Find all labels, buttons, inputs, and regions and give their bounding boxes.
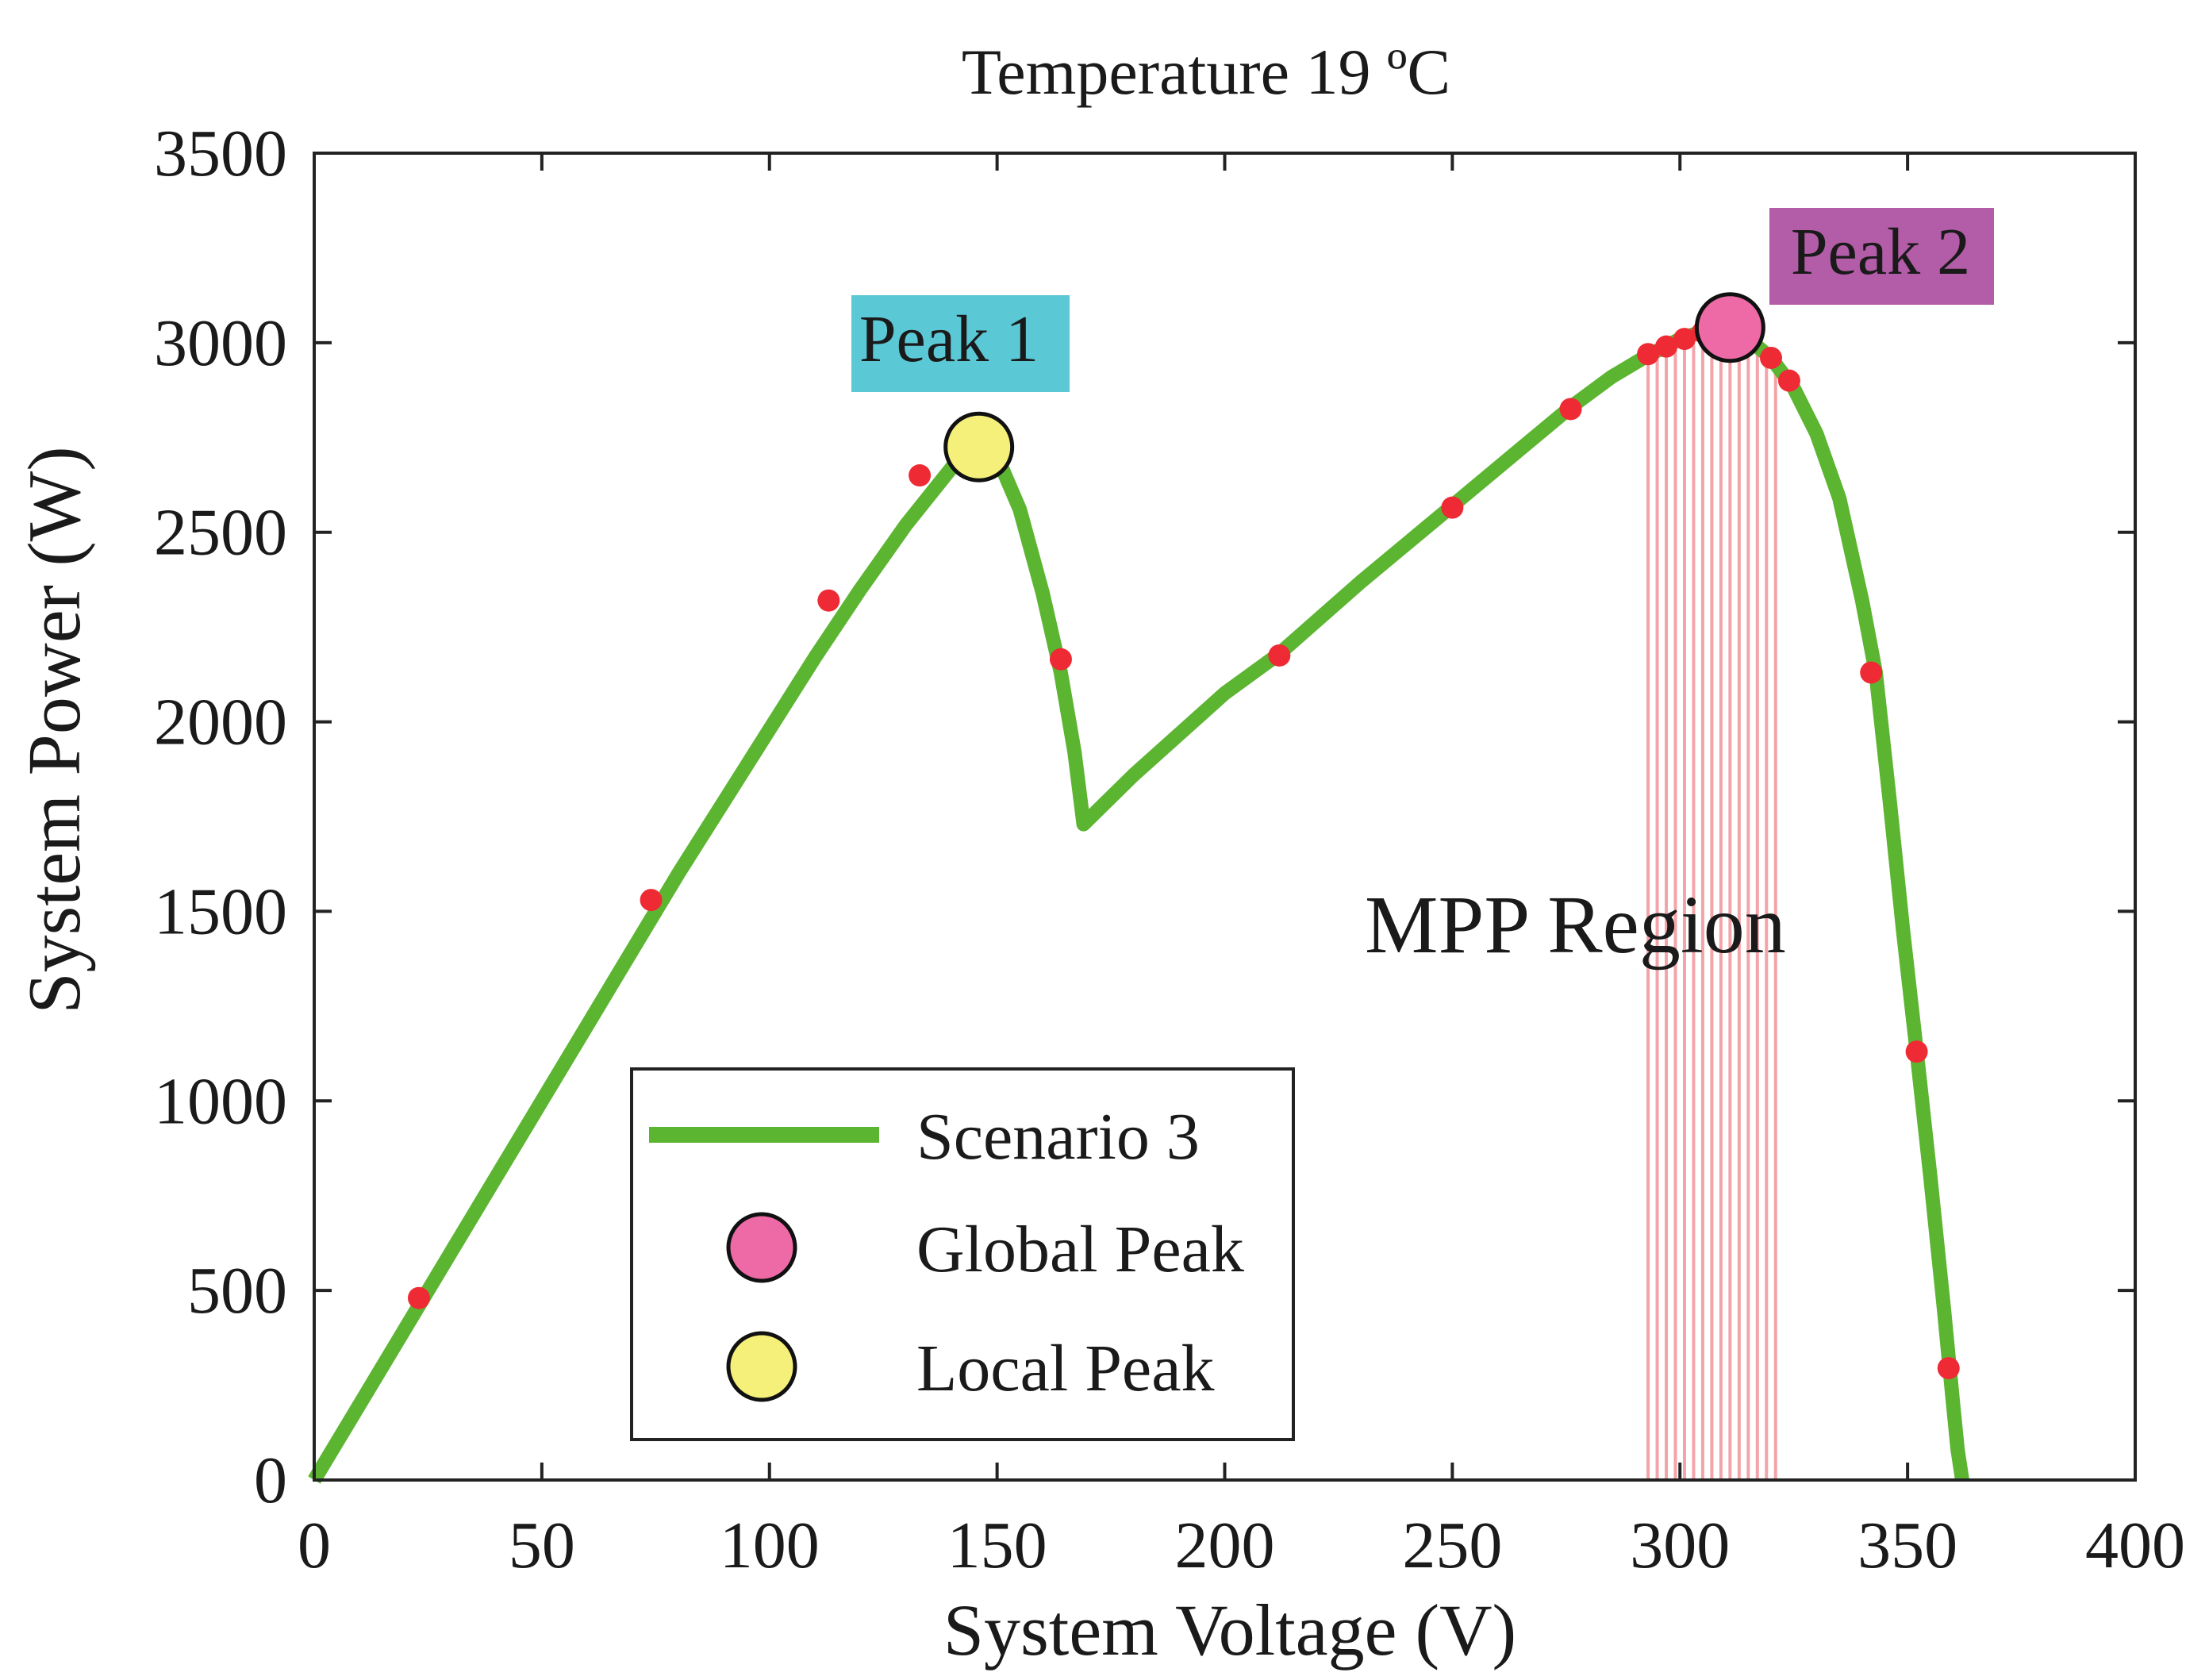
- sample-point: [1637, 343, 1660, 366]
- x-tick-label: 100: [720, 1509, 820, 1582]
- peak-1-label: Peak 1: [859, 302, 1039, 376]
- y-tick-label: 3500: [154, 117, 287, 190]
- y-tick-label: 1000: [154, 1064, 287, 1138]
- x-tick-label: 350: [1857, 1509, 1957, 1582]
- sample-point: [909, 464, 932, 487]
- legend-label-scenario: Scenario 3: [916, 1100, 1200, 1174]
- sample-point: [407, 1286, 430, 1309]
- x-tick-label: 150: [947, 1509, 1047, 1582]
- x-tick-label: 50: [509, 1509, 575, 1582]
- sample-point: [640, 889, 663, 912]
- axis-ticks: 0 50 100 150 200 250 300 350 400 0 500 1000 1500 2000…: [154, 117, 2185, 1582]
- y-tick-label: 500: [187, 1254, 287, 1328]
- y-tick-label: 1500: [154, 875, 287, 948]
- chart-title: Temperature 19 ºC: [962, 36, 1450, 108]
- sample-point: [1905, 1040, 1928, 1063]
- legend-label-local-peak: Local Peak: [916, 1332, 1215, 1405]
- x-axis-label: System Voltage (V): [943, 1590, 1516, 1670]
- sample-point: [1777, 369, 1800, 392]
- peak-1-annotation: Peak 1: [851, 295, 1070, 392]
- sample-points: [407, 321, 1960, 1380]
- sample-point: [1860, 661, 1883, 684]
- y-tick-label: 0: [254, 1444, 287, 1517]
- local-peak-point: [943, 411, 1015, 482]
- sample-point: [1673, 328, 1696, 351]
- sample-point: [1760, 346, 1782, 369]
- peak-2-box: [1769, 208, 1994, 305]
- sample-point: [1559, 398, 1582, 421]
- sample-point: [1655, 335, 1678, 358]
- x-tick-label: 300: [1630, 1509, 1730, 1582]
- mpp-region: [1646, 331, 1777, 1480]
- x-tick-label: 250: [1402, 1509, 1502, 1582]
- legend-local-peak-icon: [726, 1331, 797, 1402]
- sample-point: [1268, 644, 1291, 667]
- legend-label-global-peak: Global Peak: [916, 1213, 1244, 1286]
- peak-2-label: Peak 2: [1791, 215, 1970, 289]
- x-tick-label: 200: [1175, 1509, 1275, 1582]
- x-tick-label: 0: [298, 1509, 331, 1582]
- peak-1-box: [851, 295, 1070, 392]
- sample-point: [1937, 1357, 1960, 1380]
- sample-point: [817, 589, 840, 612]
- sample-point: [1441, 496, 1464, 519]
- y-tick-label: 2000: [154, 686, 287, 759]
- mpp-region-label: MPP Region: [1365, 879, 1786, 971]
- y-tick-label: 3000: [154, 306, 287, 380]
- peak-2-annotation: Peak 2: [1769, 208, 1994, 305]
- sample-point: [1049, 648, 1072, 671]
- x-tick-label: 400: [2085, 1509, 2185, 1582]
- legend: Scenario 3 Global Peak Local Peak: [630, 1067, 1295, 1441]
- peak-markers: [943, 292, 1765, 482]
- y-axis-label: System Power (W): [13, 446, 96, 1013]
- y-tick-label: 2500: [154, 496, 287, 570]
- legend-global-peak-icon: [726, 1212, 797, 1283]
- global-peak-point: [1694, 292, 1765, 363]
